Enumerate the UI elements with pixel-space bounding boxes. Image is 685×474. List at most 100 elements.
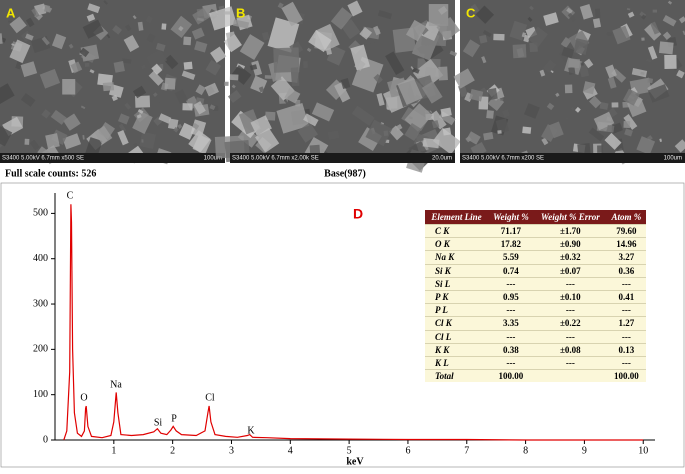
- sem-crystal: [584, 58, 594, 69]
- sem-crystal: [593, 111, 615, 131]
- sem-crystal: [606, 31, 612, 36]
- sem-crystal: [167, 118, 179, 130]
- peak-label: Si: [154, 417, 163, 428]
- sem-crystal: [475, 5, 495, 24]
- peak-label: P: [171, 413, 177, 424]
- sem-crystal: [20, 93, 36, 107]
- sem-crystal: [183, 61, 193, 70]
- sem-crystal: [0, 83, 15, 106]
- sem-crystal: [612, 25, 631, 45]
- sem-crystal: [145, 48, 168, 70]
- sem-crystal: [159, 102, 174, 113]
- sem-crystal: [84, 62, 90, 67]
- y-tick-label: 300: [33, 298, 48, 309]
- sem-crystal: [31, 8, 40, 18]
- sem-crystal: [135, 95, 151, 108]
- sem-crystal: [501, 109, 511, 118]
- sem-crystal: [499, 98, 504, 102]
- sem-crystal: [377, 10, 393, 20]
- table-cell: ---: [606, 276, 646, 291]
- sem-crystal: [412, 67, 420, 74]
- sem-crystal: [158, 113, 172, 124]
- sem-crystal: [249, 64, 258, 71]
- sem-crystal: [483, 131, 494, 141]
- sem-crystal: [0, 126, 13, 147]
- sem-crystal: [70, 61, 83, 74]
- sem-crystal: [86, 13, 96, 22]
- sem-info-bar: [0, 153, 225, 163]
- table-cell: ---: [487, 355, 534, 370]
- table-cell: 17.82: [487, 237, 534, 251]
- sem-crystal: [662, 14, 677, 27]
- sem-crystal: [82, 19, 104, 39]
- sem-crystal: [139, 131, 157, 149]
- sem-crystal: [141, 64, 146, 70]
- sem-crystal: [182, 103, 193, 111]
- sem-crystal: [405, 19, 427, 42]
- table-cell: Na K: [425, 250, 488, 265]
- composition-table: Element Line Weight % Weight % Error Atom %…: [425, 210, 646, 383]
- sem-crystal: [210, 46, 227, 63]
- sem-crystal: [124, 102, 132, 110]
- sem-crystal: [580, 62, 584, 66]
- sem-crystal: [237, 127, 260, 148]
- sem-crystal: [25, 17, 35, 28]
- sem-crystal: [624, 128, 633, 137]
- table-row: Cl K 3.35 ±0.22 1.27: [425, 316, 646, 330]
- spectrum-line: [63, 204, 644, 441]
- sem-crystal: [529, 5, 534, 11]
- sem-crystal: [122, 58, 132, 64]
- table-cell: Si K: [425, 263, 488, 278]
- sem-crystal: [386, 97, 398, 109]
- sem-crystal: [9, 16, 27, 34]
- table-header-cell: Weight % Error: [533, 210, 607, 225]
- sem-crystal: [9, 39, 31, 64]
- sem-crystal: [161, 23, 167, 30]
- sem-crystal: [303, 113, 319, 127]
- sem-crystal: [453, 68, 475, 89]
- sem-crystal: [231, 65, 252, 85]
- sem-crystal: [421, 21, 441, 42]
- sem-crystal: [354, 59, 366, 71]
- table-row: P K 0.95 ±0.10 0.41: [425, 289, 646, 304]
- sem-crystal: [436, 17, 461, 41]
- sem-crystal: [466, 131, 481, 145]
- sem-crystal: [597, 145, 604, 153]
- table-cell: ±1.70: [533, 223, 607, 238]
- sem-crystal: [227, 90, 242, 104]
- sem-crystal: [465, 135, 472, 143]
- peak-label: O: [80, 392, 87, 403]
- sem-crystal: [561, 46, 575, 59]
- table-cell: 3.27: [606, 250, 646, 265]
- table-cell: ---: [606, 355, 646, 370]
- y-tick-label: 0: [43, 434, 48, 445]
- sem-crystal: [641, 14, 647, 20]
- sem-crystal: [389, 125, 404, 141]
- sem-crystal: [281, 1, 303, 27]
- sem-crystal: [386, 107, 392, 111]
- sem-crystal: [326, 45, 346, 66]
- sem-crystal: [432, 127, 461, 155]
- sem-crystal: [543, 12, 559, 26]
- sem-scale: 100um: [204, 156, 222, 162]
- sem-crystal: [431, 120, 440, 129]
- sem-crystal: [438, 66, 448, 81]
- sem-crystal: [522, 126, 532, 134]
- sem-crystal: [582, 81, 596, 95]
- sem-crystal: [148, 70, 164, 86]
- peak-label: Na: [110, 379, 122, 390]
- sem-crystal: [627, 11, 635, 18]
- sem-crystal: [676, 69, 685, 79]
- panel-letter: B: [236, 5, 245, 20]
- sem-info: S3400 5.00kV 6.7mm x2.00k SE: [232, 156, 319, 162]
- sem-crystal: [650, 21, 660, 35]
- x-tick-label: 3: [229, 445, 234, 456]
- sem-crystal: [541, 137, 549, 146]
- sem-crystal: [51, 33, 67, 50]
- sem-crystal: [568, 67, 576, 75]
- table-cell: P L: [425, 303, 488, 317]
- table-cell: 14.96: [606, 237, 646, 251]
- sem-crystal: [640, 71, 645, 75]
- sem-crystal: [183, 36, 192, 46]
- sem-crystal: [225, 31, 238, 50]
